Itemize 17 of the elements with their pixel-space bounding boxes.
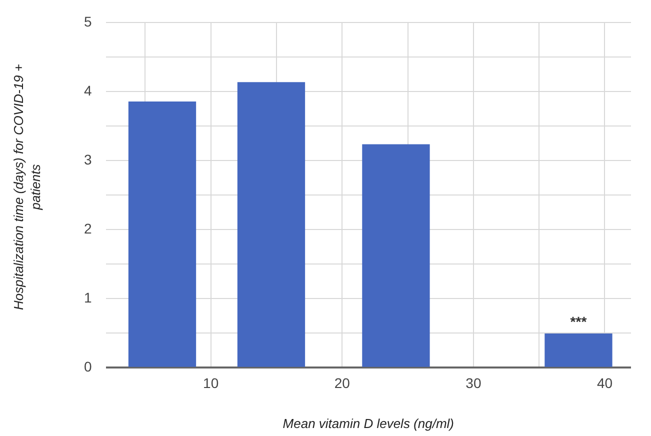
x-tick-label: 10 bbox=[203, 374, 219, 391]
bar bbox=[362, 144, 430, 367]
y-tick-label: 3 bbox=[84, 151, 92, 168]
x-tick-label: 40 bbox=[596, 374, 613, 391]
x-tick-label: 30 bbox=[466, 374, 482, 391]
bar bbox=[237, 82, 306, 367]
y-tick-label: 5 bbox=[84, 13, 92, 30]
y-tick-label: 4 bbox=[84, 82, 92, 98]
y-axis-title: Hospitalization time (days) for COVID-19 + patients bbox=[10, 63, 44, 312]
annotation: *** bbox=[570, 314, 588, 330]
x-tick-label: 20 bbox=[334, 374, 350, 391]
y-tick-label: 1 bbox=[84, 289, 92, 306]
y-tick-label: 0 bbox=[84, 358, 92, 374]
bar bbox=[544, 333, 612, 367]
x-axis-title: Mean vitamin D levels (ng/ml) bbox=[282, 416, 454, 431]
y-tick-label: 2 bbox=[84, 220, 92, 236]
bar bbox=[128, 101, 196, 367]
